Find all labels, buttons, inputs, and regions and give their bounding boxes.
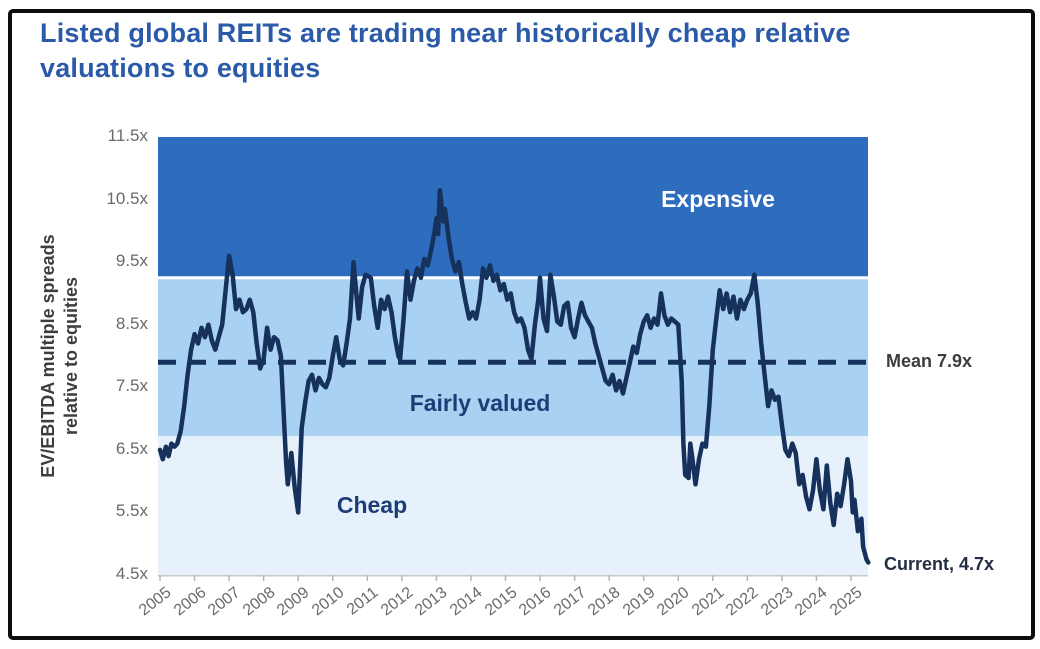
y-tick-label: 6.5x xyxy=(115,438,148,458)
band-label-expensive: Expensive xyxy=(661,186,775,212)
current-value-label: Current, 4.7x xyxy=(884,554,995,574)
band-separator-line xyxy=(158,276,868,280)
y-tick-label: 10.5x xyxy=(106,188,148,208)
mean-line-label: Mean 7.9x xyxy=(886,351,973,371)
spread-line-series xyxy=(157,187,871,565)
y-tick-label: 7.5x xyxy=(115,376,148,396)
y-tick-label: 4.5x xyxy=(115,564,148,583)
band-label-fairly-valued: Fairly valued xyxy=(409,390,551,416)
band-expensive xyxy=(158,137,868,278)
chart-title: Listed global REITs are trading near his… xyxy=(40,18,851,84)
y-tick-label: 5.5x xyxy=(115,501,148,521)
band-label-cheap: Cheap xyxy=(336,492,408,518)
page-border-frame xyxy=(8,9,1035,640)
y-tick-label: 8.5x xyxy=(115,313,148,333)
y-axis-title-line2: relative to equities xyxy=(61,276,81,436)
y-axis-title: EV/EBITDA multiple spreads relative to e… xyxy=(37,186,83,526)
y-tick-label: 11.5x xyxy=(107,126,148,145)
y-tick-label: 9.5x xyxy=(115,251,148,271)
band-cheap xyxy=(158,436,868,575)
y-axis-title-line1: EV/EBITDA multiple spreads xyxy=(38,234,58,478)
